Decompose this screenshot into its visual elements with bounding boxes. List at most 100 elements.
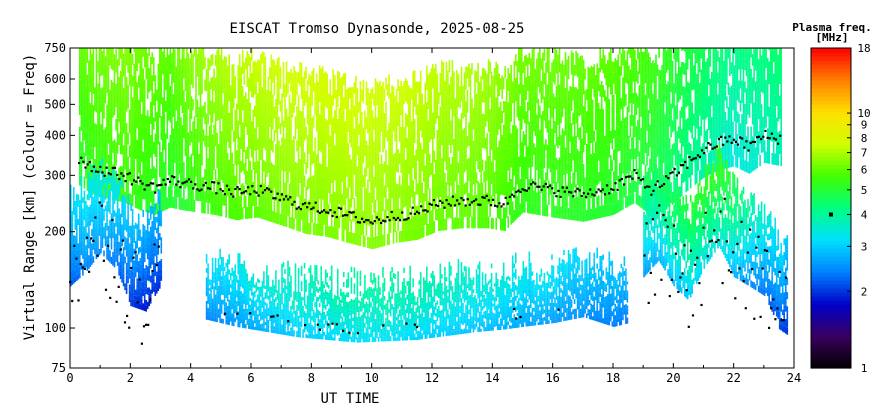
echo-cell (548, 96, 550, 109)
echo-cell (640, 128, 642, 140)
echo-cell (377, 200, 380, 213)
echo-cell (407, 185, 410, 197)
echo-cell (549, 138, 552, 150)
echo-cell (469, 159, 472, 172)
echo-cell (545, 84, 547, 96)
echo-cell (563, 97, 565, 109)
echo-cell (691, 126, 693, 139)
echo-cell (308, 108, 310, 120)
echo-cell (709, 162, 712, 175)
echo-cell (136, 48, 138, 60)
echo-cell (545, 172, 547, 184)
echo-cell (410, 132, 413, 143)
echo-cell (677, 162, 680, 175)
echo-cell (724, 145, 727, 158)
echo-cell (661, 76, 663, 88)
echo-cell (361, 145, 363, 157)
echo-cell (683, 146, 686, 158)
echo-cell (175, 165, 178, 176)
echo-cell (355, 208, 357, 221)
echo-cell (362, 211, 365, 223)
echo-cell (484, 138, 487, 150)
echo-cell (545, 194, 547, 206)
echo-cell (416, 138, 419, 150)
echo-cell (465, 182, 467, 194)
echo-cell (395, 207, 398, 220)
echo-cell (371, 226, 374, 238)
echo-cell (569, 175, 571, 187)
echo-cell (561, 94, 564, 106)
echo-cell (730, 132, 733, 144)
echo-cell (483, 194, 485, 206)
echo-cell (291, 95, 294, 107)
echo-cell (270, 138, 273, 151)
echo-cell (229, 163, 232, 175)
echo-cell (116, 59, 119, 71)
echo-cell (379, 116, 381, 129)
echo-cell (739, 157, 742, 170)
echo-cell (537, 64, 540, 76)
echo-cell (391, 164, 393, 176)
echo-cell (454, 134, 457, 146)
echo-cell (680, 140, 683, 152)
echo-cell (395, 112, 398, 125)
echo-cell (588, 198, 591, 210)
echo-cell (501, 111, 503, 123)
echo-cell (625, 71, 627, 83)
echo-cell (459, 152, 461, 163)
echo-cell (168, 98, 170, 110)
echo-cell (275, 110, 277, 122)
echo-cell (269, 197, 271, 210)
echo-cell (341, 205, 344, 218)
echo-cell (646, 107, 648, 120)
echo-cell (480, 152, 482, 164)
echo-cell (607, 168, 609, 181)
echo-cell (216, 109, 218, 121)
echo-cell (495, 73, 497, 86)
echo-cell (483, 171, 485, 183)
echo-cell (489, 169, 491, 181)
echo-cell (401, 208, 404, 220)
echo-cell (554, 121, 556, 134)
echo-cell (711, 117, 713, 129)
echo-cell (308, 131, 310, 143)
echo-cell (178, 127, 181, 140)
echo-cell (416, 127, 419, 139)
echo-cell (537, 52, 540, 65)
echo-cell (226, 174, 229, 186)
echo-cell (404, 113, 407, 125)
echo-cell (474, 106, 476, 119)
echo-cell (453, 139, 455, 151)
echo-cell (359, 151, 362, 164)
echo-cell (361, 89, 363, 101)
echo-cell (323, 84, 325, 97)
echo-cell (439, 117, 442, 130)
echo-cell (641, 62, 644, 75)
echo-cell (324, 130, 327, 143)
echo-cell (495, 121, 497, 134)
echo-cell (166, 48, 169, 57)
echo-cell (451, 84, 454, 97)
echo-cell (557, 113, 559, 125)
echo-cell (184, 145, 187, 157)
echo-cell (232, 64, 235, 76)
echo-cell (334, 75, 336, 87)
echo-cell (110, 166, 113, 178)
echo-cell (495, 109, 497, 122)
echo-cell (442, 182, 445, 195)
echo-cell (676, 131, 678, 143)
echo-cell (241, 134, 244, 147)
echo-cell (407, 129, 410, 141)
echo-cell (92, 48, 95, 50)
echo-cell (442, 98, 445, 111)
echo-cell (293, 159, 295, 172)
echo-cell (314, 180, 316, 192)
echo-cell (178, 162, 181, 175)
echo-cell (377, 212, 380, 225)
echo-cell (702, 60, 704, 73)
echo-cell (631, 170, 633, 182)
echo-cell (590, 132, 592, 143)
echo-cell (444, 184, 446, 196)
echo-cell (558, 121, 561, 134)
echo-cell (468, 134, 470, 146)
